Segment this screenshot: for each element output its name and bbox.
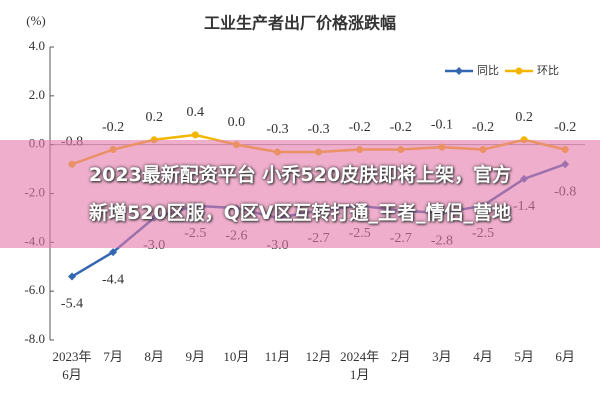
legend-marker <box>455 67 463 75</box>
data-label: -0.2 <box>349 120 371 135</box>
x-tick-label: 3月 <box>432 349 452 364</box>
marker <box>191 131 199 139</box>
data-label: 0.2 <box>145 110 163 125</box>
data-label: -5.4 <box>61 297 83 312</box>
legend-label: 环比 <box>537 64 559 77</box>
banner-line[interactable]: 新增520区服，Q区V区互转打通_王者_情侣_营地 <box>88 202 512 224</box>
x-tick-label: 2月 <box>391 349 411 364</box>
data-label: 0.2 <box>515 110 533 125</box>
x-tick-label: 2024年 1月 <box>340 349 380 382</box>
data-label: -0.3 <box>308 122 330 137</box>
data-label: -0.2 <box>390 120 412 135</box>
marker <box>109 248 118 257</box>
legend-label: 同比 <box>477 64 499 77</box>
data-label: -0.3 <box>266 122 288 137</box>
y-axis-label: (%) <box>26 13 46 28</box>
x-tick-label: 10月 <box>223 349 250 364</box>
ad-banner[interactable]: 2023最新配资平台 小乔520皮肤即将上架，官方 新增520区服，Q区V区互转… <box>0 140 600 248</box>
data-label: 0.4 <box>187 105 205 120</box>
x-tick-label: 5月 <box>514 349 534 364</box>
data-label: 0.0 <box>228 115 246 130</box>
x-tick-label: 7月 <box>103 349 123 364</box>
x-tick-label: 2023年 6月 <box>52 349 92 382</box>
data-label: -4.4 <box>102 272 124 287</box>
x-tick-label: 9月 <box>185 349 206 364</box>
y-tick-label: 2.0 <box>29 87 45 102</box>
marker <box>68 272 76 281</box>
x-tick-label: 8月 <box>144 349 164 364</box>
data-label: -0.1 <box>431 117 453 132</box>
y-tick-label: -6.0 <box>24 282 45 297</box>
banner-line[interactable]: 2023最新配资平台 小乔520皮肤即将上架，官方 <box>88 164 512 186</box>
data-label: -0.2 <box>472 120 494 135</box>
x-tick-label: 12月 <box>305 349 332 364</box>
y-tick-label: 4.0 <box>29 38 45 53</box>
x-tick-label: 11月 <box>264 349 291 364</box>
x-tick-label: 6月 <box>555 349 575 364</box>
x-tick-label: 4月 <box>473 349 493 364</box>
chart-title: 工业生产者出厂价格涨跌幅 <box>204 14 396 33</box>
y-tick-label: -8.0 <box>24 331 45 346</box>
legend-marker <box>515 67 523 75</box>
data-label: -0.2 <box>554 120 576 135</box>
data-label: -0.2 <box>102 120 124 135</box>
